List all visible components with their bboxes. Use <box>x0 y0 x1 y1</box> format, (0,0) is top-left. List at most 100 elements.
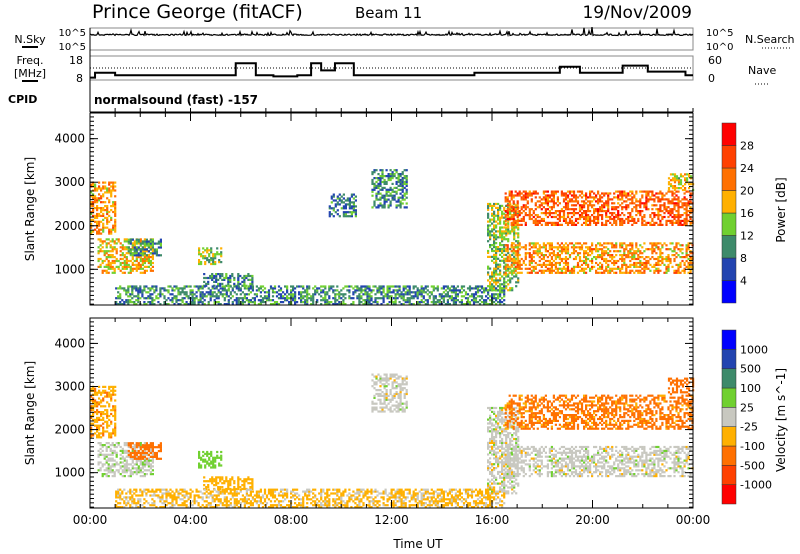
power-data-cell <box>684 188 687 192</box>
power-data-cell <box>542 271 545 274</box>
velocity-data-cell <box>106 424 109 427</box>
velocity-data-cell <box>131 471 134 474</box>
power-data-cell <box>109 267 112 270</box>
power-data-cell <box>201 287 204 290</box>
power-data-cell <box>422 289 425 292</box>
power-data-cell <box>375 196 378 199</box>
power-data-cell <box>495 303 498 306</box>
power-data-cell <box>108 199 111 202</box>
power-data-cell <box>580 208 584 211</box>
velocity-data-cell <box>198 456 201 459</box>
power-data-cell <box>374 285 377 288</box>
velocity-data-cell <box>110 395 113 398</box>
power-data-cell <box>478 303 482 306</box>
power-data-cell <box>210 262 213 266</box>
power-data-cell <box>625 244 628 247</box>
power-data-cell <box>356 287 359 290</box>
power-data-cell <box>522 215 525 219</box>
power-data-cell <box>653 194 656 197</box>
power-data-cell <box>524 254 527 257</box>
velocity-data-cell <box>135 444 138 447</box>
power-data-cell <box>332 303 335 306</box>
power-data-cell <box>395 206 398 209</box>
power-data-cell <box>550 269 553 272</box>
power-data-cell <box>487 208 490 211</box>
velocity-data-cell <box>143 444 146 447</box>
power-data-cell <box>108 230 111 233</box>
power-data-cell <box>161 287 164 290</box>
power-data-cell <box>362 289 365 292</box>
velocity-data-cell <box>100 411 103 414</box>
power-data-cell <box>522 217 525 221</box>
power-data-cell <box>631 196 634 199</box>
power-data-cell <box>609 212 612 215</box>
power-data-cell <box>572 267 576 270</box>
power-data-cell <box>526 194 529 197</box>
power-data-cell <box>651 217 654 221</box>
velocity-data-cell <box>107 475 110 478</box>
power-data-cell <box>328 207 331 210</box>
power-data-cell <box>143 257 146 261</box>
power-data-cell <box>607 194 610 197</box>
power-data-cell <box>211 273 214 276</box>
velocity-data-cell <box>129 473 132 476</box>
power-data-cell <box>412 287 415 290</box>
power-data-cell <box>145 291 148 294</box>
power-data-cell <box>316 287 319 290</box>
power-data-cell <box>643 223 646 226</box>
power-data-cell <box>578 246 582 249</box>
power-data-cell <box>663 242 666 245</box>
power-data-cell <box>643 250 646 253</box>
power-data-cell <box>387 194 390 197</box>
power-data-cell <box>503 257 506 260</box>
velocity-data-cell <box>127 475 130 478</box>
power-data-cell <box>143 285 146 288</box>
power-data-cell <box>468 295 472 298</box>
velocity-data-cell <box>109 447 112 450</box>
power-data-cell <box>203 299 206 302</box>
power-data-cell <box>583 242 586 245</box>
power-data-cell <box>265 295 269 298</box>
power-data-cell <box>402 299 405 302</box>
power-data-cell <box>383 206 386 209</box>
velocity-data-cell <box>94 387 97 390</box>
power-data-cell <box>538 252 541 255</box>
power-data-cell <box>493 293 496 296</box>
power-data-cell <box>597 190 600 193</box>
power-data-cell <box>516 219 519 222</box>
power-data-cell <box>328 289 331 292</box>
power-data-cell <box>504 215 507 219</box>
power-data-cell <box>528 208 531 211</box>
power-data-cell <box>515 251 518 254</box>
power-data-cell <box>101 242 104 245</box>
power-data-cell <box>597 219 600 222</box>
power-data-cell <box>115 265 118 268</box>
power-data-cell <box>139 256 142 259</box>
power-data-cell <box>111 250 114 253</box>
power-data-cell <box>512 194 515 197</box>
velocity-data-cell <box>135 471 138 474</box>
power-data-cell <box>181 297 184 300</box>
power-data-cell <box>125 246 128 249</box>
power-data-cell <box>330 207 333 210</box>
power-data-cell <box>316 299 319 302</box>
power-data-cell <box>619 223 622 226</box>
power-data-cell <box>493 253 496 256</box>
power-data-cell <box>452 287 455 290</box>
power-data-cell <box>395 186 398 189</box>
velocity-data-cell <box>202 450 205 454</box>
power-data-cell <box>572 208 576 211</box>
power-data-cell <box>159 293 162 296</box>
power-data-cell <box>677 219 680 222</box>
velocity-data-cell <box>131 448 134 451</box>
power-data-cell <box>217 303 220 306</box>
power-data-cell <box>227 280 230 283</box>
power-data-cell <box>583 204 586 207</box>
power-data-cell <box>388 287 391 290</box>
power-data-cell <box>585 202 588 205</box>
power-data-cell <box>298 297 301 300</box>
power-data-cell <box>454 297 457 300</box>
power-data-cell <box>657 200 660 203</box>
power-data-cell <box>436 285 439 288</box>
power-data-cell <box>354 291 357 294</box>
